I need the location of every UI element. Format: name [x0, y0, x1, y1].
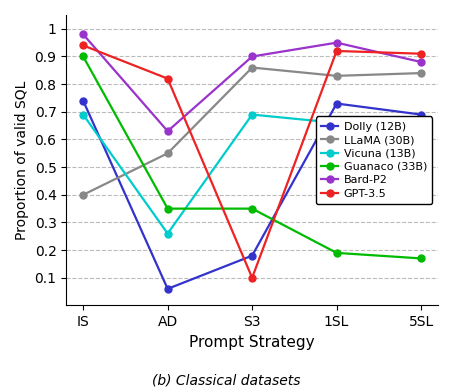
Line: LLaMA (30B): LLaMA (30B): [80, 64, 424, 198]
LLaMA (30B): [81, 192, 86, 197]
Bard-P2: [81, 32, 86, 37]
Bard-P2: [250, 54, 255, 59]
LLaMA (30B): [334, 74, 339, 78]
X-axis label: Prompt Strategy: Prompt Strategy: [189, 335, 315, 350]
GPT-3.5: [81, 43, 86, 48]
Line: Vicuna (13B): Vicuna (13B): [80, 111, 424, 237]
Dolly (12B): [250, 253, 255, 258]
LLaMA (30B): [165, 151, 170, 156]
Y-axis label: Proportion of valid SQL: Proportion of valid SQL: [15, 81, 29, 240]
LLaMA (30B): [250, 65, 255, 70]
Vicuna (13B): [250, 112, 255, 117]
GPT-3.5: [419, 51, 424, 56]
Line: Bard-P2: Bard-P2: [80, 31, 424, 135]
Guanaco (33B): [250, 206, 255, 211]
Line: Guanaco (33B): Guanaco (33B): [80, 53, 424, 262]
LLaMA (30B): [419, 71, 424, 75]
Guanaco (33B): [165, 206, 170, 211]
Line: Dolly (12B): Dolly (12B): [80, 97, 424, 292]
Legend: Dolly (12B), LLaMA (30B), Vicuna (13B), Guanaco (33B), Bard-P2, GPT-3.5: Dolly (12B), LLaMA (30B), Vicuna (13B), …: [316, 116, 433, 204]
Guanaco (33B): [334, 251, 339, 255]
Dolly (12B): [81, 99, 86, 103]
Vicuna (13B): [334, 121, 339, 125]
Vicuna (13B): [419, 123, 424, 128]
GPT-3.5: [250, 275, 255, 280]
Text: (b) Classical datasets: (b) Classical datasets: [152, 373, 301, 387]
Bard-P2: [165, 129, 170, 133]
GPT-3.5: [165, 76, 170, 81]
Bard-P2: [419, 60, 424, 64]
Dolly (12B): [165, 286, 170, 291]
Guanaco (33B): [81, 54, 86, 59]
Bard-P2: [334, 40, 339, 45]
Vicuna (13B): [165, 231, 170, 236]
Dolly (12B): [419, 112, 424, 117]
Guanaco (33B): [419, 256, 424, 261]
GPT-3.5: [334, 48, 339, 53]
Dolly (12B): [334, 101, 339, 106]
Line: GPT-3.5: GPT-3.5: [80, 42, 424, 281]
Vicuna (13B): [81, 112, 86, 117]
